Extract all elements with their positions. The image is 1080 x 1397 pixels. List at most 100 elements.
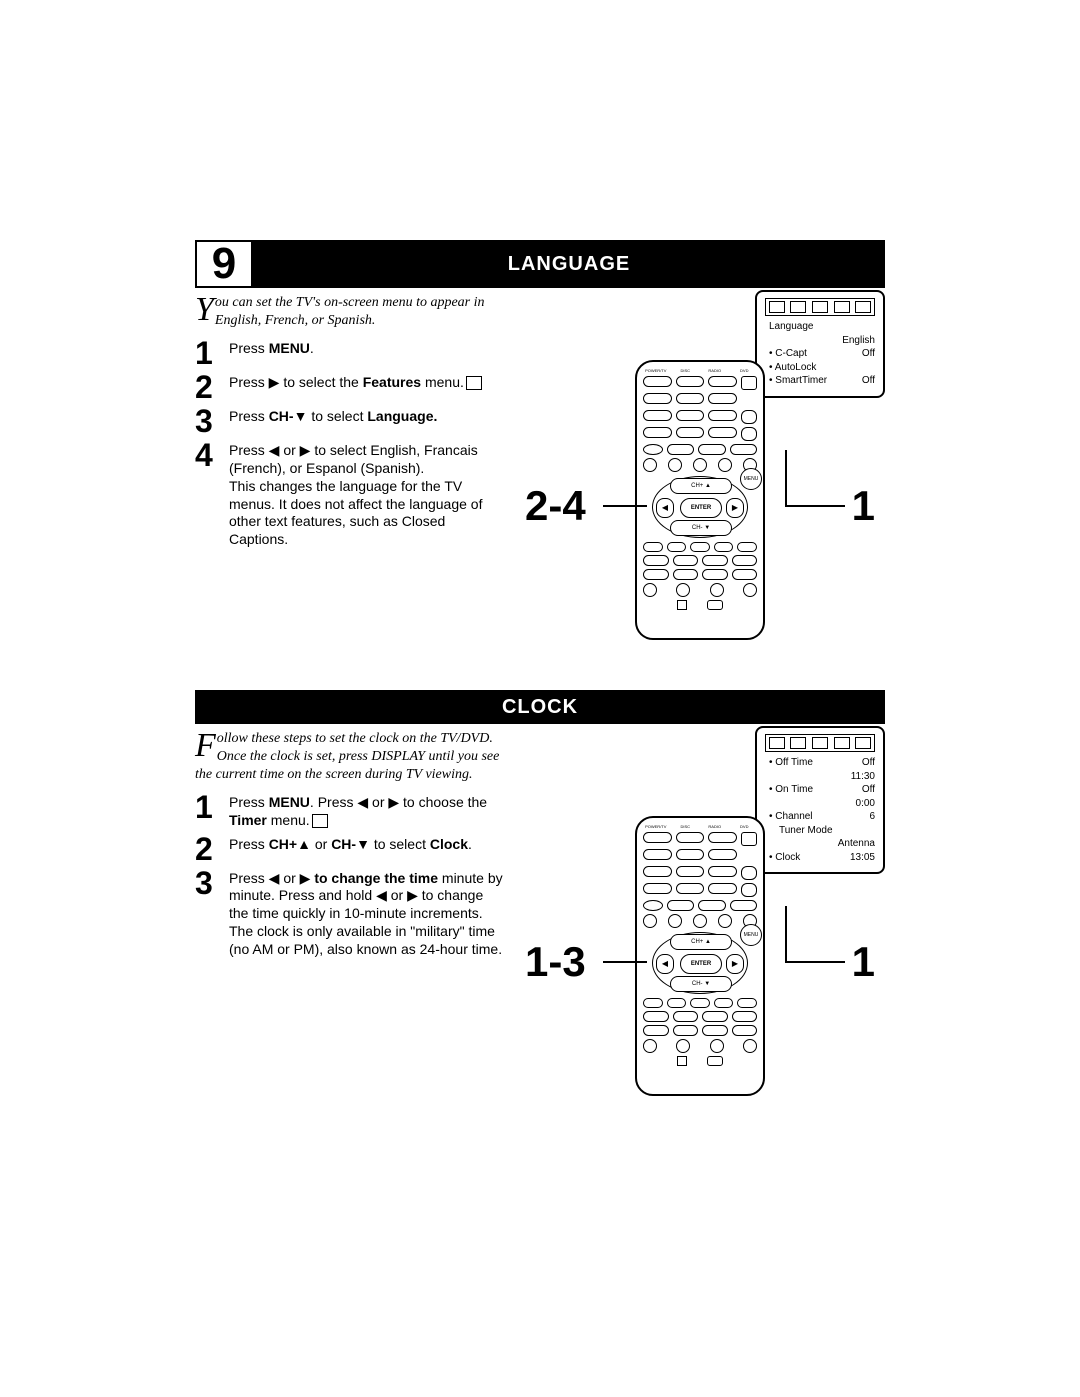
page-section-number: 9 — [195, 240, 253, 288]
step-text: Press ◀ or ▶ to change the time minute b… — [229, 868, 505, 960]
t: CH-▼ — [269, 408, 308, 424]
language-osd: Language English C-Capt Off AutoLock Smar… — [755, 290, 885, 398]
t: menu. — [267, 812, 310, 828]
t: to change the time — [314, 870, 438, 886]
t: Press — [229, 340, 269, 356]
t: Clock — [430, 836, 468, 852]
left-button: ◀ — [656, 954, 674, 974]
menu-button: MENU — [740, 468, 762, 490]
clock-text-column: Follow these steps to set the clock on t… — [195, 726, 505, 963]
language-steps: 1 Press MENU. 2 Press ▶ to select the Fe… — [195, 338, 505, 549]
step-1: 1 Press MENU. Press ◀ or ▶ to choose the… — [195, 792, 505, 830]
dpad: CH+ ▲ ◀ ENTER ▶ CH- ▼ MENU — [652, 932, 748, 994]
manual-page: 9 Language You can set the TV's on-scree… — [195, 240, 885, 1116]
clock-steps: 1 Press MENU. Press ◀ or ▶ to choose the… — [195, 792, 505, 959]
language-figure: Language English C-Capt Off AutoLock Smar… — [515, 290, 885, 660]
t: Timer — [229, 812, 267, 828]
clock-intro: Follow these steps to set the clock on t… — [195, 730, 505, 784]
language-section-body: You can set the TV's on-screen menu to a… — [195, 290, 885, 660]
t: . Press ◀ or ▶ to choose the — [310, 794, 487, 810]
callout-line — [603, 961, 647, 963]
t: . — [468, 836, 472, 852]
t: CH-▼ — [331, 836, 370, 852]
osd-row: AutoLock — [765, 361, 875, 375]
enter-button: ENTER — [680, 498, 722, 518]
callout-line — [785, 505, 845, 507]
language-title: Language — [253, 240, 885, 288]
osd-row: English — [765, 334, 875, 348]
step-3: 3 Press CH-▼ to select Language. — [195, 406, 505, 436]
step-3: 3 Press ◀ or ▶ to change the time minute… — [195, 868, 505, 960]
step-number: 3 — [195, 868, 229, 898]
callout-line — [785, 906, 787, 961]
osd-tab-icons — [765, 298, 875, 316]
step-number: 2 — [195, 834, 229, 864]
t: This changes the language for the TV men… — [229, 478, 482, 548]
right-button: ▶ — [726, 954, 744, 974]
step-1: 1 Press MENU. — [195, 338, 505, 368]
step-text: Press MENU. — [229, 338, 505, 358]
menu-button: MENU — [740, 924, 762, 946]
t: Press ◀ or ▶ — [229, 870, 314, 886]
osd-value: Off — [862, 756, 875, 770]
remote-control-illustration: POWER/TVDISCRADIODVD CH+ ▲ ◀ ENTER ▶ CH-… — [635, 816, 765, 1096]
t: Press — [229, 408, 269, 424]
callout-right: 1 — [852, 941, 875, 983]
rlbl: RADIO — [702, 824, 728, 829]
osd-label: AutoLock — [769, 361, 816, 375]
dpad: CH+ ▲ ◀ ENTER ▶ CH- ▼ MENU — [652, 476, 748, 538]
features-icon — [466, 376, 482, 390]
intro-text: ou can set the TV's on-screen menu to ap… — [215, 295, 485, 328]
osd-value: Off — [862, 374, 875, 388]
ch-minus-button: CH- ▼ — [670, 976, 732, 992]
step-text: Press CH+▲ or CH-▼ to select Clock. — [229, 834, 505, 854]
callout-left: 1-3 — [525, 941, 586, 983]
rlbl: POWER/TV — [643, 368, 669, 373]
rlbl: DISC — [673, 824, 699, 829]
osd-row: Channel6 — [765, 810, 875, 824]
step-number: 1 — [195, 792, 229, 822]
osd-row: Tuner Mode — [765, 824, 875, 838]
t: Features — [363, 374, 421, 390]
intro-text: ollow these steps to set the clock on th… — [195, 731, 499, 782]
t: MENU — [269, 794, 310, 810]
t: MENU — [269, 340, 310, 356]
step-number: 2 — [195, 372, 229, 402]
dropcap: F — [195, 732, 216, 760]
osd-row: Clock 13:05 — [765, 851, 875, 865]
osd-label: Off Time — [769, 756, 813, 770]
osd-label: Language — [769, 320, 814, 334]
ch-plus-button: CH+ ▲ — [670, 478, 732, 494]
osd-value: 6 — [869, 810, 875, 824]
osd-label: Clock — [769, 851, 800, 865]
osd-row: Antenna — [765, 837, 875, 851]
step-number: 4 — [195, 440, 229, 470]
osd-row: Off Time Off — [765, 756, 875, 770]
dropcap: Y — [195, 296, 214, 324]
step-text: Press MENU. Press ◀ or ▶ to choose the T… — [229, 792, 505, 830]
t: to select — [370, 836, 430, 852]
step-2: 2 Press ▶ to select the Features menu. — [195, 372, 505, 402]
osd-label: SmartTimer — [769, 374, 827, 388]
osd-value: Off — [862, 783, 875, 797]
osd-value: Antenna — [838, 837, 875, 851]
callout-line — [785, 450, 787, 505]
step-text: Press CH-▼ to select Language. — [229, 406, 505, 426]
t: to select — [307, 408, 367, 424]
callout-line — [603, 505, 647, 507]
callout-right: 1 — [852, 485, 875, 527]
ch-minus-button: CH- ▼ — [670, 520, 732, 536]
language-section-header: 9 Language — [195, 240, 885, 288]
clock-title: Clock — [195, 690, 885, 724]
clock-figure: Off TimeOff 11:30 On TimeOff 0:00 Channe… — [515, 726, 885, 1116]
osd-tab-icons — [765, 734, 875, 752]
right-button: ▶ — [726, 498, 744, 518]
osd-row: SmartTimer Off — [765, 374, 875, 388]
t: Press — [229, 836, 269, 852]
osd-value: 11:30 — [851, 770, 875, 784]
osd-value: 13:05 — [850, 851, 875, 865]
osd-row: Language — [765, 320, 875, 334]
osd-label: C-Capt — [769, 347, 807, 361]
osd-value: English — [842, 334, 875, 348]
t: menu. — [421, 374, 464, 390]
